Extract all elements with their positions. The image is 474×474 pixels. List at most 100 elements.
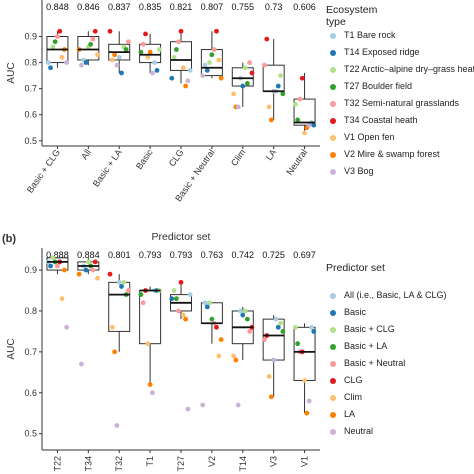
legend-swatch <box>330 49 336 56</box>
legend-item: V2 Mire & swamp forest <box>330 149 440 159</box>
point <box>90 267 96 273</box>
point <box>244 316 250 322</box>
point <box>302 130 307 136</box>
x-tick-label: V1 <box>300 456 310 467</box>
point <box>278 320 283 326</box>
point <box>242 308 248 314</box>
x-tick-label: V2 <box>207 456 217 467</box>
x-tick-label: T34 <box>83 456 93 472</box>
x-tick-label: Basic + LA <box>91 147 124 188</box>
point <box>57 28 63 34</box>
point <box>207 300 212 306</box>
point <box>90 36 96 42</box>
point <box>114 423 120 428</box>
legend-swatch <box>330 100 336 107</box>
x-tick-label: CLG <box>167 147 186 168</box>
point <box>95 52 100 58</box>
top-label: 0.725 <box>262 250 285 260</box>
point <box>235 402 241 408</box>
point <box>178 279 184 285</box>
point <box>207 60 212 65</box>
point <box>88 41 94 47</box>
point <box>143 31 148 37</box>
point <box>150 390 155 396</box>
legend-swatch <box>330 377 336 384</box>
y-tick-label: 0.6 <box>24 388 37 398</box>
x-tick-label: V3 <box>269 456 279 467</box>
point <box>306 122 312 128</box>
point <box>211 47 217 52</box>
legend-item: T27 Boulder field <box>330 81 412 91</box>
point <box>271 357 277 363</box>
legend-swatch <box>330 360 336 367</box>
point <box>231 91 236 97</box>
point <box>147 382 153 387</box>
point <box>116 279 122 285</box>
point <box>216 353 222 359</box>
point <box>235 104 241 110</box>
point <box>50 44 56 50</box>
legend-swatch <box>330 309 336 316</box>
point <box>138 292 144 298</box>
legend-label: Basic + CLG <box>344 324 395 334</box>
point <box>123 47 129 52</box>
legend-label: CLG <box>344 375 363 385</box>
legend-label: V3 Bog <box>344 166 374 176</box>
point <box>262 337 267 342</box>
point <box>202 300 208 306</box>
legend-swatch <box>330 66 336 73</box>
legend-item: Basic + Neutral <box>330 358 405 368</box>
legend-item: LA <box>330 409 355 419</box>
point <box>85 259 91 265</box>
panel-label: (b) <box>2 233 16 245</box>
point <box>183 83 189 89</box>
y-axis-label: AUC <box>6 62 17 83</box>
point <box>138 49 144 55</box>
point <box>79 361 84 367</box>
legend-item: T34 Coastal heath <box>330 115 418 125</box>
top-label: 0.884 <box>77 250 100 260</box>
y-tick-label: 0.7 <box>24 347 37 357</box>
legend-label: V1 Open fen <box>344 132 395 142</box>
y-tick-label: 0.8 <box>24 58 37 68</box>
point <box>240 83 246 89</box>
legend-label: T32 Semi-natural grasslands <box>344 98 460 108</box>
point <box>180 65 186 71</box>
top-label: 0.848 <box>46 2 69 12</box>
legend-item: Basic + CLG <box>330 324 395 334</box>
point <box>174 47 179 52</box>
legend-item: Basic + LA <box>330 341 387 351</box>
box <box>293 326 316 381</box>
x-tick-label: Basic <box>134 147 155 171</box>
legend-swatch <box>330 168 336 175</box>
point <box>249 70 255 76</box>
legend-label: Basic <box>344 307 367 317</box>
y-tick-label: 0.7 <box>24 84 37 94</box>
legend-item: All (i.e., Basic, LA & CLG) <box>330 290 447 300</box>
point <box>266 373 272 379</box>
point <box>140 41 146 47</box>
point <box>209 316 215 322</box>
legend-label: Basic + LA <box>344 341 388 351</box>
point <box>171 54 177 60</box>
x-tick-label: T1 <box>145 456 155 467</box>
point <box>311 122 317 128</box>
point <box>169 75 175 81</box>
point <box>204 304 210 310</box>
point <box>304 410 310 416</box>
box <box>231 67 254 87</box>
legend-label: Clim <box>344 392 362 402</box>
legend-label: T27 Boulder field <box>344 81 413 91</box>
point <box>187 67 193 73</box>
box <box>262 64 285 92</box>
legend-title: Predictor set <box>326 262 385 274</box>
x-tick-label: T27 <box>176 456 186 472</box>
y-tick-label: 0.5 <box>24 429 37 439</box>
y-tick-label: 0.6 <box>24 110 37 120</box>
point <box>112 52 118 58</box>
legend-label: Neutral <box>344 426 374 436</box>
x-tick-label: LA <box>264 147 279 162</box>
point <box>275 83 281 89</box>
point <box>92 259 98 265</box>
